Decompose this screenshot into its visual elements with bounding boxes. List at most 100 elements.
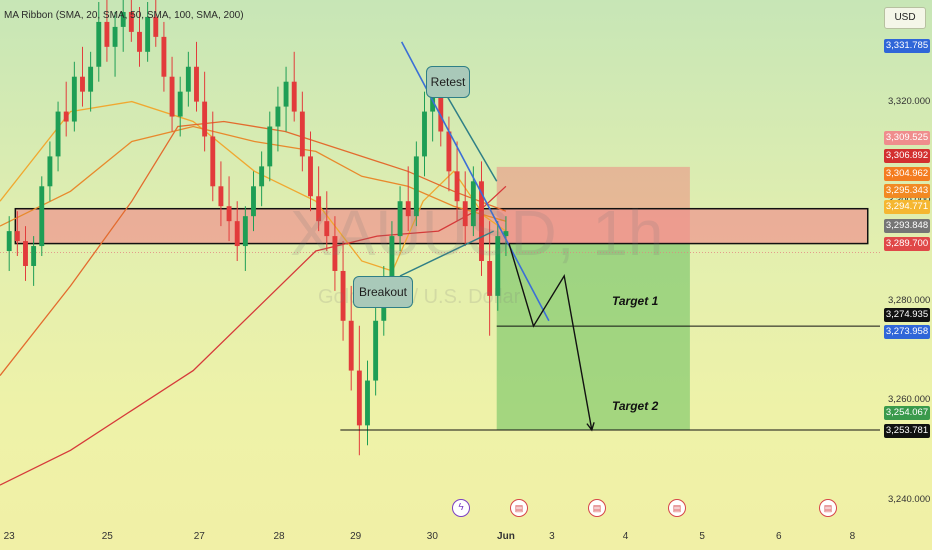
time-tick-label: 30 [426, 531, 438, 542]
candle-body [242, 216, 248, 247]
candle-body [80, 76, 85, 92]
candle-body [275, 106, 281, 127]
candle-body [137, 31, 142, 52]
price-tick-label: 3,320.000 [888, 95, 931, 107]
time-tick-label: 29 [350, 531, 362, 542]
candle-body [389, 236, 395, 281]
candle-body [487, 261, 493, 296]
ma-line [0, 120, 507, 377]
candle-body [332, 236, 338, 271]
event-us-flag-icon[interactable]: ▤ [819, 499, 837, 517]
candle-body [438, 96, 444, 132]
candle-body [503, 231, 509, 237]
candle-body [128, 11, 134, 32]
time-tick-label: 5 [699, 531, 705, 542]
time-tick-label: 27 [193, 531, 205, 542]
target-1-label: Target 1 [612, 294, 659, 308]
candle-body [226, 206, 232, 222]
currency-selector[interactable]: USD [884, 7, 926, 29]
price-tag: 3,306.892 [884, 149, 930, 163]
target-2-label: Target 2 [612, 399, 659, 413]
time-tick-label: 4 [622, 531, 629, 542]
candle-body [324, 221, 330, 237]
candle-body [291, 81, 297, 112]
candle-body [373, 320, 379, 381]
retest-pointer [446, 95, 498, 182]
candle-body [470, 181, 476, 227]
candle-body [6, 231, 12, 252]
price-tick-label: 3,260.000 [888, 394, 931, 406]
ma-line [0, 185, 507, 486]
price-tag: 3,331.785 [884, 39, 930, 53]
projection-arrowhead [586, 422, 595, 432]
candle-body [63, 111, 69, 122]
candle-body [210, 136, 216, 187]
candle-body [365, 380, 370, 426]
candle-body [316, 196, 322, 222]
price-tag: 3,295.343 [884, 184, 930, 198]
event-lightning-icon[interactable]: ϟ [452, 499, 470, 517]
price-tick-label: 3,240.000 [888, 494, 931, 506]
indicator-legend[interactable]: MA Ribbon (SMA, 20, SMA, 50, SMA, 100, S… [4, 10, 244, 21]
price-tag: 3,274.935 [884, 308, 930, 322]
price-tag: 3,294.771 [884, 200, 930, 214]
candle-body [194, 66, 199, 102]
candle-body [454, 171, 460, 202]
candle-body [267, 126, 273, 167]
price-tag: 3,254.067 [884, 406, 930, 420]
candle-body [177, 91, 183, 117]
event-us-flag-icon[interactable]: ▤ [510, 499, 528, 517]
candle-body [397, 201, 403, 237]
candle-body [161, 36, 167, 77]
candle-body [405, 201, 411, 217]
price-tick-label: 3,280.000 [888, 294, 931, 306]
price-tag: 3,289.700 [884, 237, 930, 251]
event-us-flag-icon[interactable]: ▤ [588, 499, 606, 517]
event-us-flag-icon[interactable]: ▤ [668, 499, 686, 517]
candle-body [120, 11, 126, 27]
ma-line [0, 125, 507, 227]
price-tag: 3,304.962 [884, 167, 930, 181]
projection-path [508, 243, 593, 431]
candle-body [112, 26, 118, 47]
candle-body [308, 156, 313, 197]
price-tag: 3,309.525 [884, 131, 930, 145]
candle-body [145, 16, 151, 52]
candle-body [31, 246, 37, 266]
candle-body [413, 156, 419, 217]
breakout-pointer [399, 230, 494, 277]
time-tick-label: 6 [776, 531, 782, 542]
candle-body [422, 111, 427, 157]
candle-body [495, 236, 501, 296]
candle-body [299, 111, 305, 157]
candle-body [185, 66, 191, 92]
candle-body [251, 186, 256, 217]
candle-body [71, 76, 77, 122]
candle-body [55, 111, 61, 157]
supply-demand-zone [14, 207, 869, 245]
candle-body [234, 221, 240, 247]
retest-callout: Retest [426, 66, 470, 98]
candle-body [47, 156, 53, 187]
time-tick-label: Jun [497, 531, 515, 542]
time-tick-label: 3 [549, 531, 555, 542]
price-tag: 3,253.781 [884, 424, 930, 438]
candle-body [39, 186, 45, 247]
candle-body [283, 81, 289, 107]
price-tag: 3,293.848 [884, 219, 930, 233]
time-tick-label: 23 [3, 531, 15, 542]
candle-body [462, 201, 468, 227]
time-tick-label: 28 [273, 531, 285, 542]
candle-body [356, 370, 362, 426]
candle-body [430, 96, 436, 112]
time-tick-label: 25 [101, 531, 113, 542]
candle-body [153, 16, 159, 37]
breakout-callout: Breakout [353, 276, 413, 308]
watermark-name: Gold Spot / U.S. Dollar [318, 286, 521, 308]
candle-body [104, 21, 110, 47]
take-profit-box [496, 243, 690, 431]
candle-body [88, 66, 94, 92]
candle-body [259, 166, 265, 187]
